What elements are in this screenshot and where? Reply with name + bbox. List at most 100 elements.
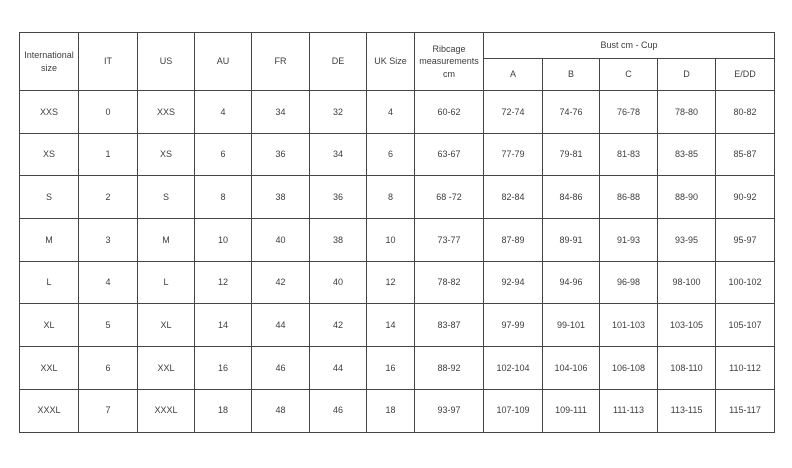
table-cell: 93-97 [414, 388, 484, 433]
table-cell: 6 [194, 132, 252, 177]
header-cup-e-dd: E/DD [714, 58, 776, 91]
table-cell: 77-79 [483, 132, 543, 177]
table-cell: 97-99 [483, 303, 543, 348]
header-cup-d: D [657, 58, 716, 91]
table-cell: 109-111 [542, 388, 600, 433]
table-cell: 107-109 [483, 388, 543, 433]
table-cell: 100-102 [714, 260, 776, 305]
table-cell: 42 [251, 260, 310, 305]
table-cell: 1 [78, 132, 138, 177]
table-cell: 5 [78, 303, 138, 348]
table-cell: 73-77 [414, 218, 484, 262]
table-cell: 60-62 [414, 90, 484, 134]
header-international-size: International size [19, 32, 79, 91]
table-cell: 101-103 [599, 303, 658, 348]
table-cell: 8 [194, 175, 252, 220]
table-cell: 42 [309, 303, 367, 348]
table-cell: 83-87 [414, 303, 484, 348]
table-row-m: M 3 M 10 40 38 10 73-77 87-89 89-91 91-93 93-95 95-9… [19, 218, 776, 262]
table-header: International size IT US AU FR DE UK Size Ribca… [19, 32, 776, 91]
table-cell: 2 [78, 175, 138, 220]
table-row-s: S 2 S 8 38 36 8 68 -72 82-84 84-86 86-88 88-90 90-92 [19, 175, 776, 220]
table-cell: 6 [78, 346, 138, 390]
table-row-xl: XL 5 XL 14 44 42 14 83-87 97-99 99-101 101-103 103-… [19, 303, 776, 348]
table-cell: 78-82 [414, 260, 484, 305]
table-row-xxs: XXS 0 XXS 4 34 32 4 60-62 72-74 74-76 76-78 78-80 80… [19, 90, 776, 134]
table-cell: 82-84 [483, 175, 543, 220]
table-cell: 91-93 [599, 218, 658, 262]
table-cell: 103-105 [657, 303, 716, 348]
table-cell: 92-94 [483, 260, 543, 305]
table-cell: 16 [366, 346, 415, 390]
table-cell: 10 [366, 218, 415, 262]
table-cell: XXL [19, 346, 79, 390]
header-fr: FR [251, 32, 310, 91]
table-cell: 38 [251, 175, 310, 220]
table-cell: 14 [366, 303, 415, 348]
table-cell: 38 [309, 218, 367, 262]
table-cell: 68 -72 [414, 175, 484, 220]
table-cell: L [19, 260, 79, 305]
table-cell: 105-107 [714, 303, 776, 348]
table-cell: 4 [78, 260, 138, 305]
table-cell: 44 [309, 346, 367, 390]
table-cell: 12 [366, 260, 415, 305]
table-cell: 8 [366, 175, 415, 220]
table-cell: 81-83 [599, 132, 658, 177]
table-cell: 98-100 [657, 260, 716, 305]
table-cell: 46 [309, 388, 367, 433]
table-cell: XXXL [19, 388, 79, 433]
table-cell: 34 [251, 90, 310, 134]
table-cell: 16 [194, 346, 252, 390]
table-cell: 95-97 [714, 218, 776, 262]
table-cell: M [137, 218, 195, 262]
table-cell: 63-67 [414, 132, 484, 177]
table-cell: 115-117 [714, 388, 776, 433]
table-cell: XS [19, 132, 79, 177]
size-chart-table: International size IT US AU FR DE UK Size Ribca… [19, 32, 776, 433]
table-cell: 40 [309, 260, 367, 305]
table-cell: 113-115 [657, 388, 716, 433]
table-cell: XXS [137, 90, 195, 134]
table-cell: 0 [78, 90, 138, 134]
table-cell: 83-85 [657, 132, 716, 177]
header-de: DE [309, 32, 367, 91]
table-cell: M [19, 218, 79, 262]
table-row-xxl: XXL 6 XXL 16 46 44 16 88-92 102-104 104-106 106-10… [19, 346, 776, 390]
table-cell: 7 [78, 388, 138, 433]
header-cup-a: A [483, 58, 543, 91]
table-cell: 108-110 [657, 346, 716, 390]
table-row-xs: XS 1 XS 6 36 34 6 63-67 77-79 79-81 81-83 83-85 85-8… [19, 132, 776, 177]
table-cell: 18 [366, 388, 415, 433]
table-cell: 96-98 [599, 260, 658, 305]
table-cell: 32 [309, 90, 367, 134]
header-bust-cup-group: Bust cm - Cup [482, 32, 776, 59]
table-cell: 4 [366, 90, 415, 134]
header-uk-size: UK Size [366, 32, 415, 91]
header-row-main: International size IT US AU FR DE UK Size Ribca… [19, 32, 776, 91]
table-cell: 86-88 [599, 175, 658, 220]
table-cell: 74-76 [542, 90, 600, 134]
table-cell: XS [137, 132, 195, 177]
table-cell: 10 [194, 218, 252, 262]
table-row-xxxl: XXXL 7 XXXL 18 48 46 18 93-97 107-109 109-111 111-… [19, 388, 776, 433]
table-cell: 6 [366, 132, 415, 177]
table-cell: 93-95 [657, 218, 716, 262]
table-cell: 90-92 [714, 175, 776, 220]
table-cell: 40 [251, 218, 310, 262]
table-body: XXS 0 XXS 4 34 32 4 60-62 72-74 74-76 76-78 78-80 80… [19, 90, 776, 433]
table-cell: 34 [309, 132, 367, 177]
table-cell: 36 [251, 132, 310, 177]
header-cup-c: C [599, 58, 658, 91]
header-us: US [137, 32, 195, 91]
table-cell: 106-108 [599, 346, 658, 390]
table-cell: 94-96 [542, 260, 600, 305]
table-cell: 102-104 [483, 346, 543, 390]
table-cell: 78-80 [657, 90, 716, 134]
table-cell: 36 [309, 175, 367, 220]
table-row-l: L 4 L 12 42 40 12 78-82 92-94 94-96 96-98 98-100 100… [19, 260, 776, 305]
table-cell: 48 [251, 388, 310, 433]
table-cell: XXS [19, 90, 79, 134]
table-cell: 88-90 [657, 175, 716, 220]
table-cell: 110-112 [714, 346, 776, 390]
